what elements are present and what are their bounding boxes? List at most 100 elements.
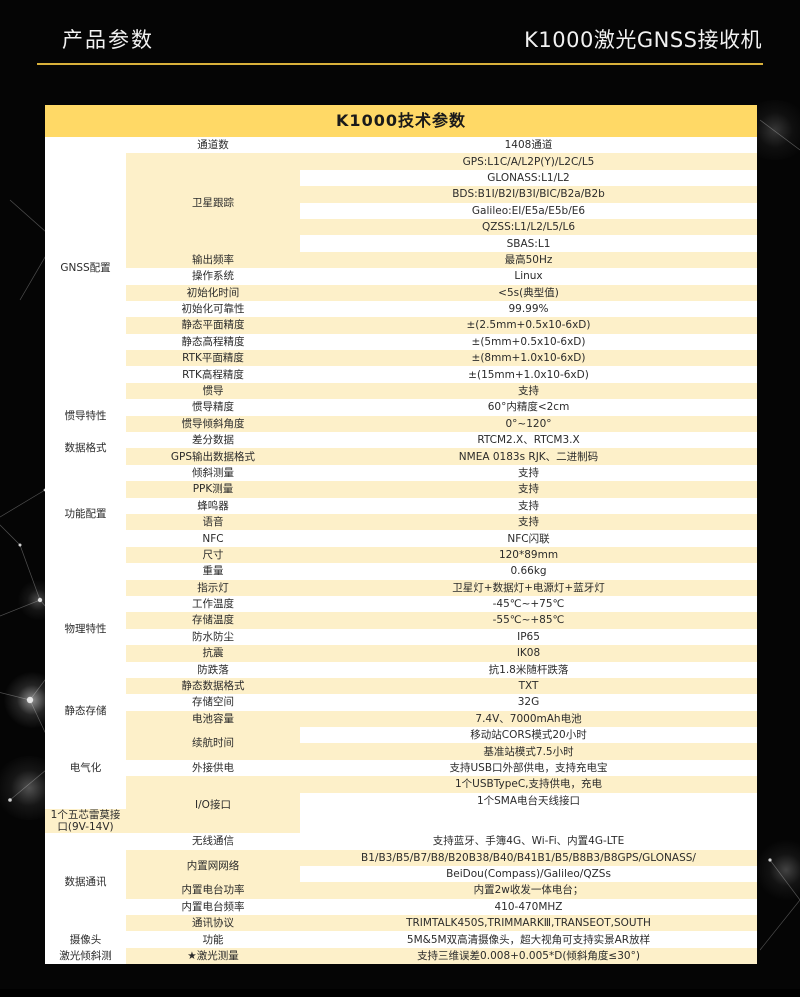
spec-row: 语音 支持 (45, 513, 757, 531)
spec-row: PPK测量 支持 (45, 481, 757, 498)
spec-value: 1个SMA电台天线接口 (300, 792, 757, 810)
spec-item-label: 抗震 (126, 645, 300, 662)
spec-item-label: 通讯协议 (126, 915, 300, 932)
spec-row: 惯导 支持 (45, 382, 757, 400)
spec-row: 指示灯 卫星灯+数据灯+电源灯+蓝牙灯 (45, 579, 757, 596)
spec-row: 存储温度 -55℃~+85℃ (45, 612, 757, 629)
spec-value: 7.4V、7000mAh电池 (300, 710, 757, 728)
spec-row: 静态高程精度 ±(5mm+0.5x10-6xD) (45, 333, 757, 351)
spec-row: 输出频率 最高50Hz (45, 251, 757, 269)
spec-item-label: 差分数据 (126, 432, 300, 449)
spec-row: 静态平面精度 ±(2.5mm+0.5x10-6xD) (45, 317, 757, 334)
spec-row: Galileo:EI/E5a/E5b/E6 (45, 202, 757, 219)
spec-item-label: 初始化时间 (126, 284, 300, 301)
spec-value: 卫星灯+数据灯+电源灯+蓝牙灯 (300, 579, 757, 596)
spec-row: 防跌落 抗1.8米随杆跌落 (45, 661, 757, 678)
spec-value: ±(2.5mm+0.5x10-6xD) (300, 317, 757, 334)
spec-value: TXT (300, 677, 757, 695)
spec-value: 1个USBTypeC,支持供电，充电 (300, 776, 757, 793)
spec-table-container: K1000技术参数 GNSS配置 通道数 1408通道 卫星跟踪 GPS:L1C/A/L… (45, 105, 757, 965)
spec-row: 内置电台频率 410-470MHZ (45, 898, 757, 916)
spec-value: 支持 (300, 513, 757, 531)
spec-value: GLONASS:L1/L2 (300, 169, 757, 187)
spec-value: 120*89mm (300, 546, 757, 564)
spec-row: 抗震 IK08 (45, 645, 757, 662)
spec-row: 工作温度 -45℃~+75℃ (45, 595, 757, 613)
spec-value: RTCM2.X、RTCM3.X (300, 432, 757, 449)
spec-group-label: 物理特性 (45, 563, 126, 695)
spec-item-label: 外接供电 (126, 759, 300, 777)
spec-item-label: 输出频率 (126, 251, 300, 269)
spec-row: 初始化可靠性 99.99% (45, 300, 757, 318)
spec-item-label: 内置电台功率 (126, 882, 300, 899)
spec-value: GPS:L1C/A/L2P(Y)/L2C/L5 (300, 153, 757, 170)
spec-group-label: 静态存储 (45, 694, 126, 728)
spec-value: -45℃~+75℃ (300, 595, 757, 613)
spec-value: 支持蓝牙、手簿4G、Wi-Fi、内置4G-LTE (300, 833, 757, 850)
spec-row: 电池容量 7.4V、7000mAh电池 (45, 710, 757, 728)
spec-value: <5s(典型值) (300, 284, 757, 301)
spec-item-label: ★激光测量 (126, 947, 300, 965)
spec-item-label: 防水防尘 (126, 628, 300, 646)
spec-value: B1/B3/B5/B7/B8/B20B38/B40/B41B1/B5/B8B3/… (300, 849, 757, 866)
spec-item-label: NFC (126, 530, 300, 547)
spec-item-label: 蜂鸣器 (126, 497, 300, 514)
spec-value: QZSS:L1/L2/L5/L6 (300, 218, 757, 236)
spec-value: -55℃~+85℃ (300, 612, 757, 629)
spec-row: 静态数据格式 TXT (45, 677, 757, 695)
spec-row: GNSS配置 通道数 1408通道 (45, 137, 757, 400)
spec-row: 通讯协议 TRIMTALK450S,TRIMMARKⅢ,TRANSEOT,SOUT… (45, 915, 757, 932)
spec-value: 410-470MHZ (300, 898, 757, 916)
spec-item-label: PPK测量 (126, 481, 300, 498)
spec-item-label: 静态平面精度 (126, 317, 300, 334)
spec-value: 支持USB口外部供电，支持充电宝 (300, 759, 757, 777)
spec-item-label: 内置电台频率 (126, 898, 300, 916)
spec-table-title: K1000技术参数 (45, 105, 757, 137)
spec-row: 初始化时间 <5s(典型值) (45, 284, 757, 301)
page-title: 产品参数 (62, 28, 154, 52)
spec-row: GPS输出数据格式 NMEA 0183s RJK、二进制码 (45, 448, 757, 465)
spec-group-label: 惯导特性 (45, 399, 126, 433)
spec-item-label: 倾斜测量 (126, 464, 300, 482)
spec-value: 基准站模式7.5小时 (300, 743, 757, 760)
spec-value: BeiDou(Compass)/Galileo/QZSs (300, 865, 757, 883)
spec-value: BDS:B1I/B2I/B3I/BIC/B2a/B2b (300, 186, 757, 203)
spec-row: RTK平面精度 ±(8mm+1.0x10-6xD) (45, 350, 757, 367)
spec-value: 最高50Hz (300, 251, 757, 269)
spec-value: 99.99% (300, 300, 757, 318)
spec-value: SBAS:L1 (300, 235, 757, 252)
spec-row: QZSS:L1/L2/L5/L6 (45, 218, 757, 236)
spec-item-label: 卫星跟踪 (126, 153, 300, 252)
spec-value: ±(15mm+1.0x10-6xD) (300, 366, 757, 383)
spec-value: 抗1.8米随杆跌落 (300, 661, 757, 678)
spec-item-label: 初始化可靠性 (126, 300, 300, 318)
spec-row: 操作系统 Linux (45, 268, 757, 285)
spec-value: NFC闪联 (300, 530, 757, 547)
spec-row: 尺寸 120*89mm (45, 546, 757, 564)
spec-group-label: 功能配置 (45, 464, 126, 564)
spec-value: 0°~120° (300, 415, 757, 433)
spec-value: 32G (300, 694, 757, 711)
spec-value: 支持 (300, 481, 757, 498)
spec-item-label: 存储温度 (126, 612, 300, 629)
spec-row: 摄像头 功能 5M&5M双高清摄像头，超大视角可支持实景AR放样 (45, 931, 757, 948)
spec-item-label: 重量 (126, 563, 300, 580)
spec-item-label: 惯导精度 (126, 399, 300, 416)
spec-value: 支持 (300, 464, 757, 482)
spec-value: 60°内精度<2cm (300, 399, 757, 416)
spec-row: 物理特性 重量 0.66kg (45, 563, 757, 695)
spec-item-label: 存储空间 (126, 694, 300, 711)
spec-item-label: GPS输出数据格式 (126, 448, 300, 465)
spec-value: 移动站CORS模式20小时 (300, 727, 757, 744)
spec-row: 内置网网络 B1/B3/B5/B7/B8/B20B38/B40/B41B1/B5/… (45, 849, 757, 883)
spec-item-label: 语音 (126, 513, 300, 531)
spec-row: NFC NFC闪联 (45, 530, 757, 547)
spec-item-label: 无线通信 (126, 833, 300, 850)
spec-value: 支持三维误差0.008+0.005*D(倾斜角度≤30°) (300, 947, 757, 965)
spec-value: 1个五芯雷莫接口(9V-14V) (45, 809, 126, 834)
spec-table: GNSS配置 通道数 1408通道 卫星跟踪 GPS:L1C/A/L2P(Y)/L2C/… (45, 137, 757, 965)
spec-row: 激光倾斜测 ★激光测量 支持三维误差0.008+0.005*D(倾斜角度≤30°) (45, 947, 757, 965)
spec-value: NMEA 0183s RJK、二进制码 (300, 448, 757, 465)
spec-item-label: 防跌落 (126, 661, 300, 678)
